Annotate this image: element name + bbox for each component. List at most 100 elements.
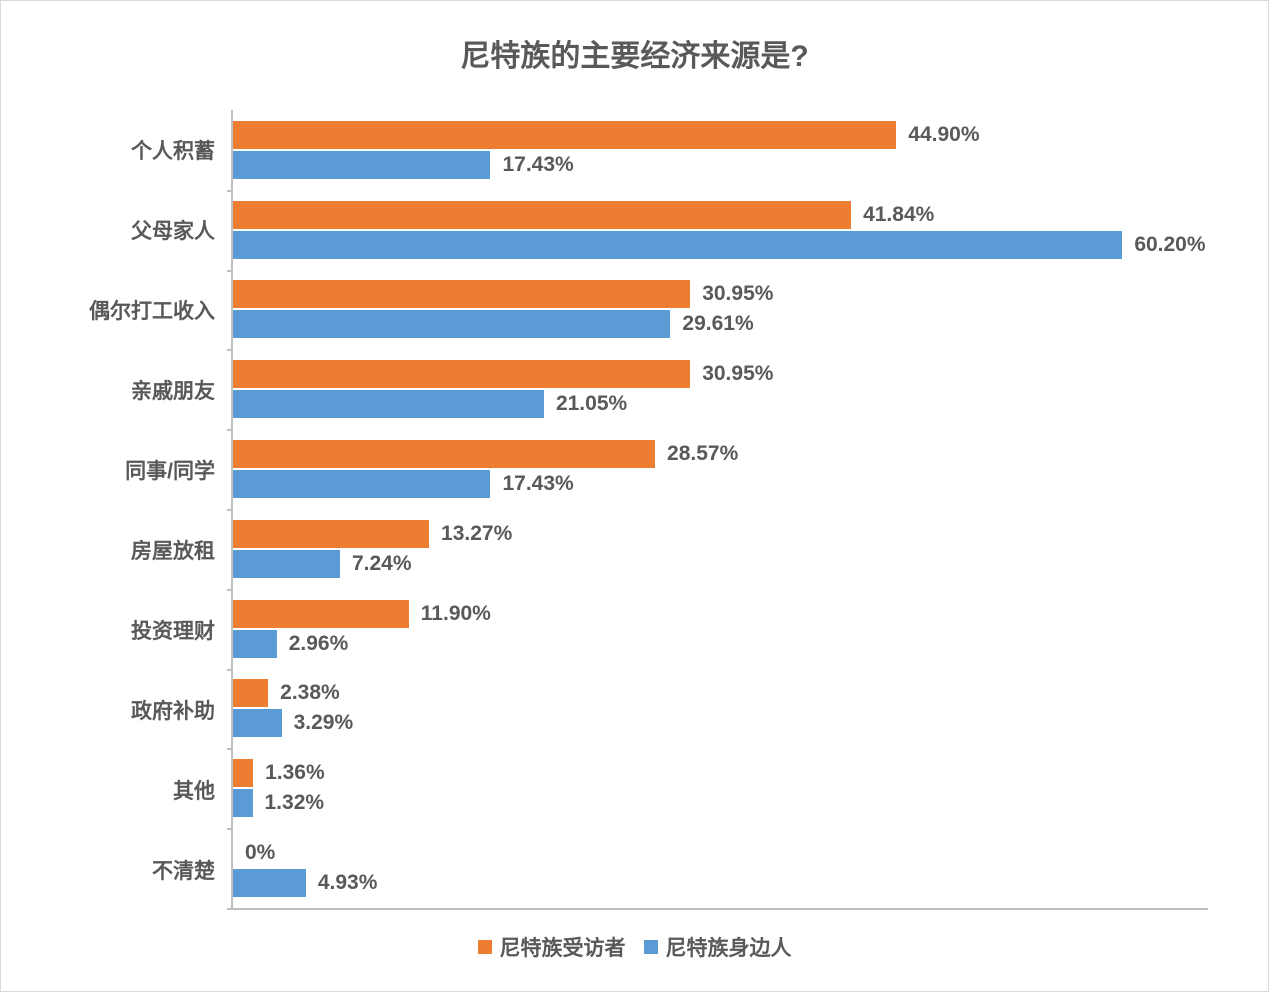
- bar-row: 7.24%: [233, 550, 1208, 578]
- bar-group: 11.90% 2.96%: [233, 589, 1208, 669]
- bar-s1: [233, 600, 409, 628]
- y-axis-label: 个人积蓄: [61, 110, 231, 190]
- bar-group: 1.36% 1.32%: [233, 748, 1208, 828]
- bar-s1: [233, 121, 896, 149]
- legend-swatch-series2: [644, 940, 658, 954]
- bar-group: 30.95% 29.61%: [233, 270, 1208, 350]
- bar-s2: [233, 550, 340, 578]
- bar-group: 13.27% 7.24%: [233, 509, 1208, 589]
- y-axis-label: 政府补助: [61, 670, 231, 750]
- bar-s1: [233, 280, 690, 308]
- axis-tick: [227, 270, 233, 272]
- bar-row: 2.96%: [233, 630, 1208, 658]
- y-axis-labels: 个人积蓄父母家人偶尔打工收入亲戚朋友同事/同学房屋放租投资理财政府补助其他不清楚: [61, 110, 231, 910]
- bar-row: 1.32%: [233, 789, 1208, 817]
- bar-group: 28.57% 17.43%: [233, 429, 1208, 509]
- bar-row: 30.95%: [233, 360, 1208, 388]
- bar-row: 17.43%: [233, 151, 1208, 179]
- bar-s2: [233, 709, 282, 737]
- bar-s1: [233, 679, 268, 707]
- axis-tick: [227, 908, 233, 910]
- y-axis-label: 不清楚: [61, 830, 231, 910]
- bar-s2: [233, 390, 544, 418]
- y-axis-label: 偶尔打工收入: [61, 270, 231, 350]
- bar-value-label: 17.43%: [502, 153, 573, 177]
- bar-value-label: 30.95%: [702, 282, 773, 306]
- bar-s2: [233, 231, 1122, 259]
- bars-area: 44.90%17.43%41.84%60.20%30.95%29.61%30.9…: [231, 110, 1208, 910]
- bar-row: 1.36%: [233, 759, 1208, 787]
- bar-group: 41.84% 60.20%: [233, 190, 1208, 270]
- bar-value-label: 11.90%: [421, 602, 491, 626]
- bar-value-label: 1.32%: [265, 791, 325, 815]
- y-axis-label: 其他: [61, 750, 231, 830]
- bar-value-label: 4.93%: [318, 871, 378, 895]
- axis-tick: [227, 429, 233, 431]
- bar-row: 44.90%: [233, 121, 1208, 149]
- bar-s2: [233, 789, 253, 817]
- bar-value-label: 2.96%: [289, 632, 349, 656]
- plot-area: 个人积蓄父母家人偶尔打工收入亲戚朋友同事/同学房屋放租投资理财政府补助其他不清楚…: [61, 110, 1208, 910]
- axis-tick: [227, 509, 233, 511]
- bar-s2: [233, 310, 670, 338]
- bar-row: 28.57%: [233, 440, 1208, 468]
- y-axis-label: 房屋放租: [61, 510, 231, 590]
- bar-group: 0% 4.93%: [233, 828, 1208, 908]
- chart-title: 尼特族的主要经济来源是?: [61, 31, 1208, 75]
- legend-swatch-series1: [478, 940, 492, 954]
- bar-row: 17.43%: [233, 470, 1208, 498]
- bar-row: 0%: [233, 839, 1208, 867]
- bar-row: 11.90%: [233, 600, 1208, 628]
- legend-label-series2: 尼特族身边人: [666, 932, 792, 962]
- legend: 尼特族受访者 尼特族身边人: [61, 932, 1208, 962]
- bar-value-label: 1.36%: [265, 761, 325, 785]
- legend-item-series1: 尼特族受访者: [478, 932, 626, 962]
- axis-tick: [227, 828, 233, 830]
- bar-value-label: 13.27%: [441, 522, 512, 546]
- bar-s2: [233, 470, 490, 498]
- bar-s1: [233, 201, 851, 229]
- bar-group: 2.38% 3.29%: [233, 669, 1208, 749]
- bar-value-label: 41.84%: [863, 203, 934, 227]
- bar-value-label: 17.43%: [502, 472, 573, 496]
- bar-s1: [233, 440, 655, 468]
- bar-s1: [233, 759, 253, 787]
- bar-value-label: 60.20%: [1134, 233, 1205, 257]
- chart-container: 尼特族的主要经济来源是? 个人积蓄父母家人偶尔打工收入亲戚朋友同事/同学房屋放租…: [0, 0, 1269, 992]
- bar-value-label: 7.24%: [352, 552, 412, 576]
- bar-row: 30.95%: [233, 280, 1208, 308]
- bar-value-label: 2.38%: [280, 681, 340, 705]
- bar-value-label: 0%: [245, 841, 275, 865]
- bar-row: 21.05%: [233, 390, 1208, 418]
- bar-row: 41.84%: [233, 201, 1208, 229]
- bar-group: 30.95% 21.05%: [233, 349, 1208, 429]
- y-axis-label: 投资理财: [61, 590, 231, 670]
- bar-value-label: 3.29%: [294, 711, 354, 735]
- bar-value-label: 44.90%: [908, 123, 979, 147]
- axis-tick: [227, 748, 233, 750]
- bar-row: 4.93%: [233, 869, 1208, 897]
- bar-s1: [233, 520, 429, 548]
- bar-s2: [233, 869, 306, 897]
- bar-value-label: 30.95%: [702, 362, 773, 386]
- bar-value-label: 28.57%: [667, 442, 738, 466]
- legend-label-series1: 尼特族受访者: [500, 932, 626, 962]
- bar-row: 2.38%: [233, 679, 1208, 707]
- axis-tick: [227, 190, 233, 192]
- bar-row: 3.29%: [233, 709, 1208, 737]
- bar-row: 29.61%: [233, 310, 1208, 338]
- y-axis-label: 亲戚朋友: [61, 350, 231, 430]
- bar-group: 44.90% 17.43%: [233, 110, 1208, 190]
- bar-row: 13.27%: [233, 520, 1208, 548]
- legend-item-series2: 尼特族身边人: [644, 932, 792, 962]
- bar-s2: [233, 151, 490, 179]
- bar-value-label: 21.05%: [556, 392, 627, 416]
- bar-row: 60.20%: [233, 231, 1208, 259]
- axis-tick: [227, 589, 233, 591]
- axis-tick: [227, 349, 233, 351]
- y-axis-label: 父母家人: [61, 190, 231, 270]
- bar-s1: [233, 360, 690, 388]
- axis-tick: [227, 669, 233, 671]
- y-axis-label: 同事/同学: [61, 430, 231, 510]
- bar-s2: [233, 630, 277, 658]
